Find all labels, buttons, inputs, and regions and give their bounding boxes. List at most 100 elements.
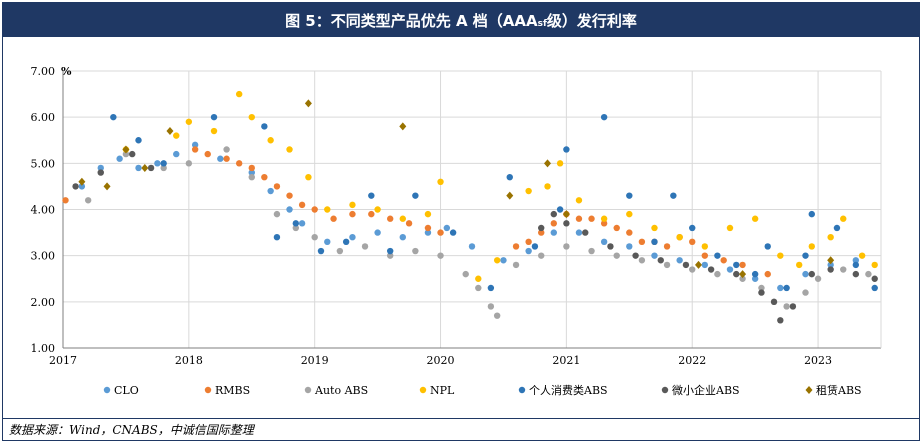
- data-point: [349, 210, 356, 218]
- legend-marker: [419, 386, 427, 394]
- data-point: [827, 234, 834, 241]
- data-point: [342, 238, 350, 246]
- data-point: [814, 275, 822, 282]
- data-point: [135, 137, 142, 144]
- data-point: [103, 182, 111, 191]
- data-point: [273, 210, 281, 218]
- data-point: [588, 215, 595, 222]
- data-point: [858, 252, 866, 259]
- data-point: [701, 261, 709, 269]
- data-point: [626, 243, 633, 250]
- data-point: [412, 247, 419, 255]
- data-point: [588, 247, 595, 255]
- data-point: [267, 137, 274, 144]
- data-point: [166, 127, 174, 136]
- data-point: [865, 270, 872, 278]
- data-point: [871, 275, 878, 282]
- data-point: [191, 146, 199, 153]
- data-point: [235, 160, 243, 167]
- data-point: [714, 270, 721, 278]
- data-point: [324, 206, 331, 213]
- data-point: [298, 220, 306, 227]
- data-point: [185, 160, 193, 167]
- axes: 1.00 2.00 3.00 4.00 5.00 6.00 7.00 2017 2018 2019…: [31, 65, 882, 367]
- data-point: [550, 220, 557, 227]
- data-point: [317, 247, 325, 255]
- data-point: [374, 206, 381, 213]
- data-point: [487, 303, 495, 310]
- legend-marker: [103, 386, 111, 394]
- data-point: [248, 164, 255, 172]
- data-point: [185, 118, 193, 125]
- legend-label: NPL: [430, 384, 455, 397]
- data-point: [626, 229, 633, 236]
- data-point: [651, 224, 658, 232]
- data-point: [97, 169, 104, 176]
- data-point: [330, 215, 337, 222]
- data-point: [261, 123, 268, 130]
- data-point: [160, 160, 167, 167]
- data-point: [550, 210, 557, 218]
- data-point: [783, 303, 790, 310]
- legend-label: CLO: [114, 384, 139, 397]
- y-tick-label: 6.00: [31, 111, 56, 124]
- data-point: [726, 266, 734, 273]
- data-point: [210, 127, 218, 135]
- data-point: [349, 201, 356, 209]
- data-point: [871, 284, 878, 292]
- data-point: [78, 183, 86, 190]
- data-point: [852, 270, 860, 278]
- data-point: [475, 284, 482, 292]
- data-point: [701, 243, 709, 250]
- data-point: [437, 229, 444, 236]
- data-point: [525, 187, 532, 195]
- data-point: [808, 210, 815, 218]
- data-point: [607, 243, 614, 250]
- data-point: [493, 257, 501, 264]
- data-point: [562, 210, 570, 219]
- data-point: [506, 191, 514, 200]
- data-point: [600, 238, 608, 246]
- data-point: [405, 220, 413, 227]
- data-point: [871, 261, 878, 269]
- data-point: [689, 266, 696, 273]
- data-point: [531, 243, 539, 250]
- data-point: [726, 224, 734, 232]
- data-point: [110, 113, 117, 121]
- data-point: [304, 99, 312, 108]
- data-point: [739, 261, 746, 269]
- data-point: [840, 266, 847, 273]
- data-point: [462, 270, 469, 278]
- data-point: [475, 275, 482, 282]
- y-tick-label: 3.00: [31, 250, 56, 263]
- data-point: [689, 224, 696, 232]
- data-point: [273, 183, 281, 190]
- data-point: [613, 224, 620, 232]
- title-suffix: 级）发行利率: [546, 11, 637, 30]
- data-point: [62, 197, 69, 204]
- data-point: [651, 252, 658, 259]
- data-point: [556, 160, 564, 167]
- data-point: [286, 192, 293, 199]
- data-point: [827, 256, 835, 265]
- data-point: [424, 224, 432, 232]
- data-point: [563, 243, 570, 250]
- title-subscript: sf: [537, 19, 547, 29]
- data-point: [437, 178, 444, 185]
- data-point: [493, 312, 501, 319]
- data-point: [78, 177, 86, 186]
- x-tick-label: 2018: [175, 354, 203, 367]
- data-point: [632, 252, 639, 259]
- title-prefix: 图 5：不同类型产品优先 A 档（AAA: [285, 11, 538, 30]
- data-point: [424, 210, 432, 218]
- data-point: [97, 164, 104, 172]
- data-point: [399, 234, 406, 241]
- x-tick-label: 2019: [301, 354, 329, 367]
- data-point: [173, 132, 180, 139]
- data-point: [292, 224, 300, 232]
- y-tick-label: 1.00: [31, 342, 56, 355]
- data-point: [701, 252, 709, 259]
- data-point: [739, 270, 747, 279]
- data-point: [852, 261, 860, 269]
